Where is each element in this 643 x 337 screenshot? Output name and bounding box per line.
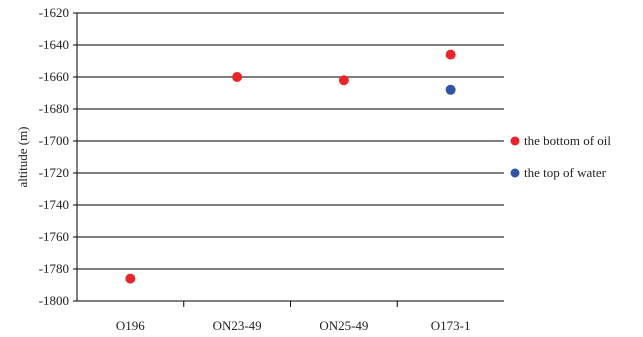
data-points bbox=[125, 49, 456, 284]
data-point bbox=[125, 273, 136, 284]
y-axis-title: altitude (m) bbox=[15, 126, 30, 187]
data-point bbox=[338, 75, 349, 86]
legend-marker bbox=[510, 168, 520, 178]
y-tick-label: -1760 bbox=[39, 229, 69, 244]
x-tick-label: O173-1 bbox=[431, 318, 471, 333]
y-tick-label: -1720 bbox=[39, 165, 69, 180]
y-tick-label: -1680 bbox=[39, 101, 69, 116]
y-tick-label: -1620 bbox=[39, 5, 69, 20]
y-tick-label: -1660 bbox=[39, 69, 69, 84]
legend-label: the top of water bbox=[524, 165, 607, 180]
grid-lines bbox=[73, 12, 504, 307]
y-tick-label: -1780 bbox=[39, 261, 69, 276]
y-tick-label: -1800 bbox=[39, 293, 69, 308]
y-tick-labels: -1620 -1640 -1660 -1680 -1700 -1720 -1740 -1760… bbox=[39, 5, 69, 308]
y-tick-label: -1700 bbox=[39, 133, 69, 148]
data-point bbox=[445, 49, 456, 60]
y-tick-label: -1640 bbox=[39, 37, 69, 52]
x-tick-label: ON25-49 bbox=[319, 318, 368, 333]
legend: the bottom of oil the top of water bbox=[510, 133, 611, 180]
x-tick-label: ON23-49 bbox=[213, 318, 262, 333]
data-point bbox=[445, 84, 456, 95]
x-tick-labels: O196 ON23-49 ON25-49 O173-1 bbox=[116, 318, 471, 333]
legend-marker bbox=[510, 136, 520, 146]
x-tick-label: O196 bbox=[116, 318, 145, 333]
data-point bbox=[232, 72, 243, 82]
y-tick-label: -1740 bbox=[39, 197, 69, 212]
legend-label: the bottom of oil bbox=[524, 133, 611, 148]
